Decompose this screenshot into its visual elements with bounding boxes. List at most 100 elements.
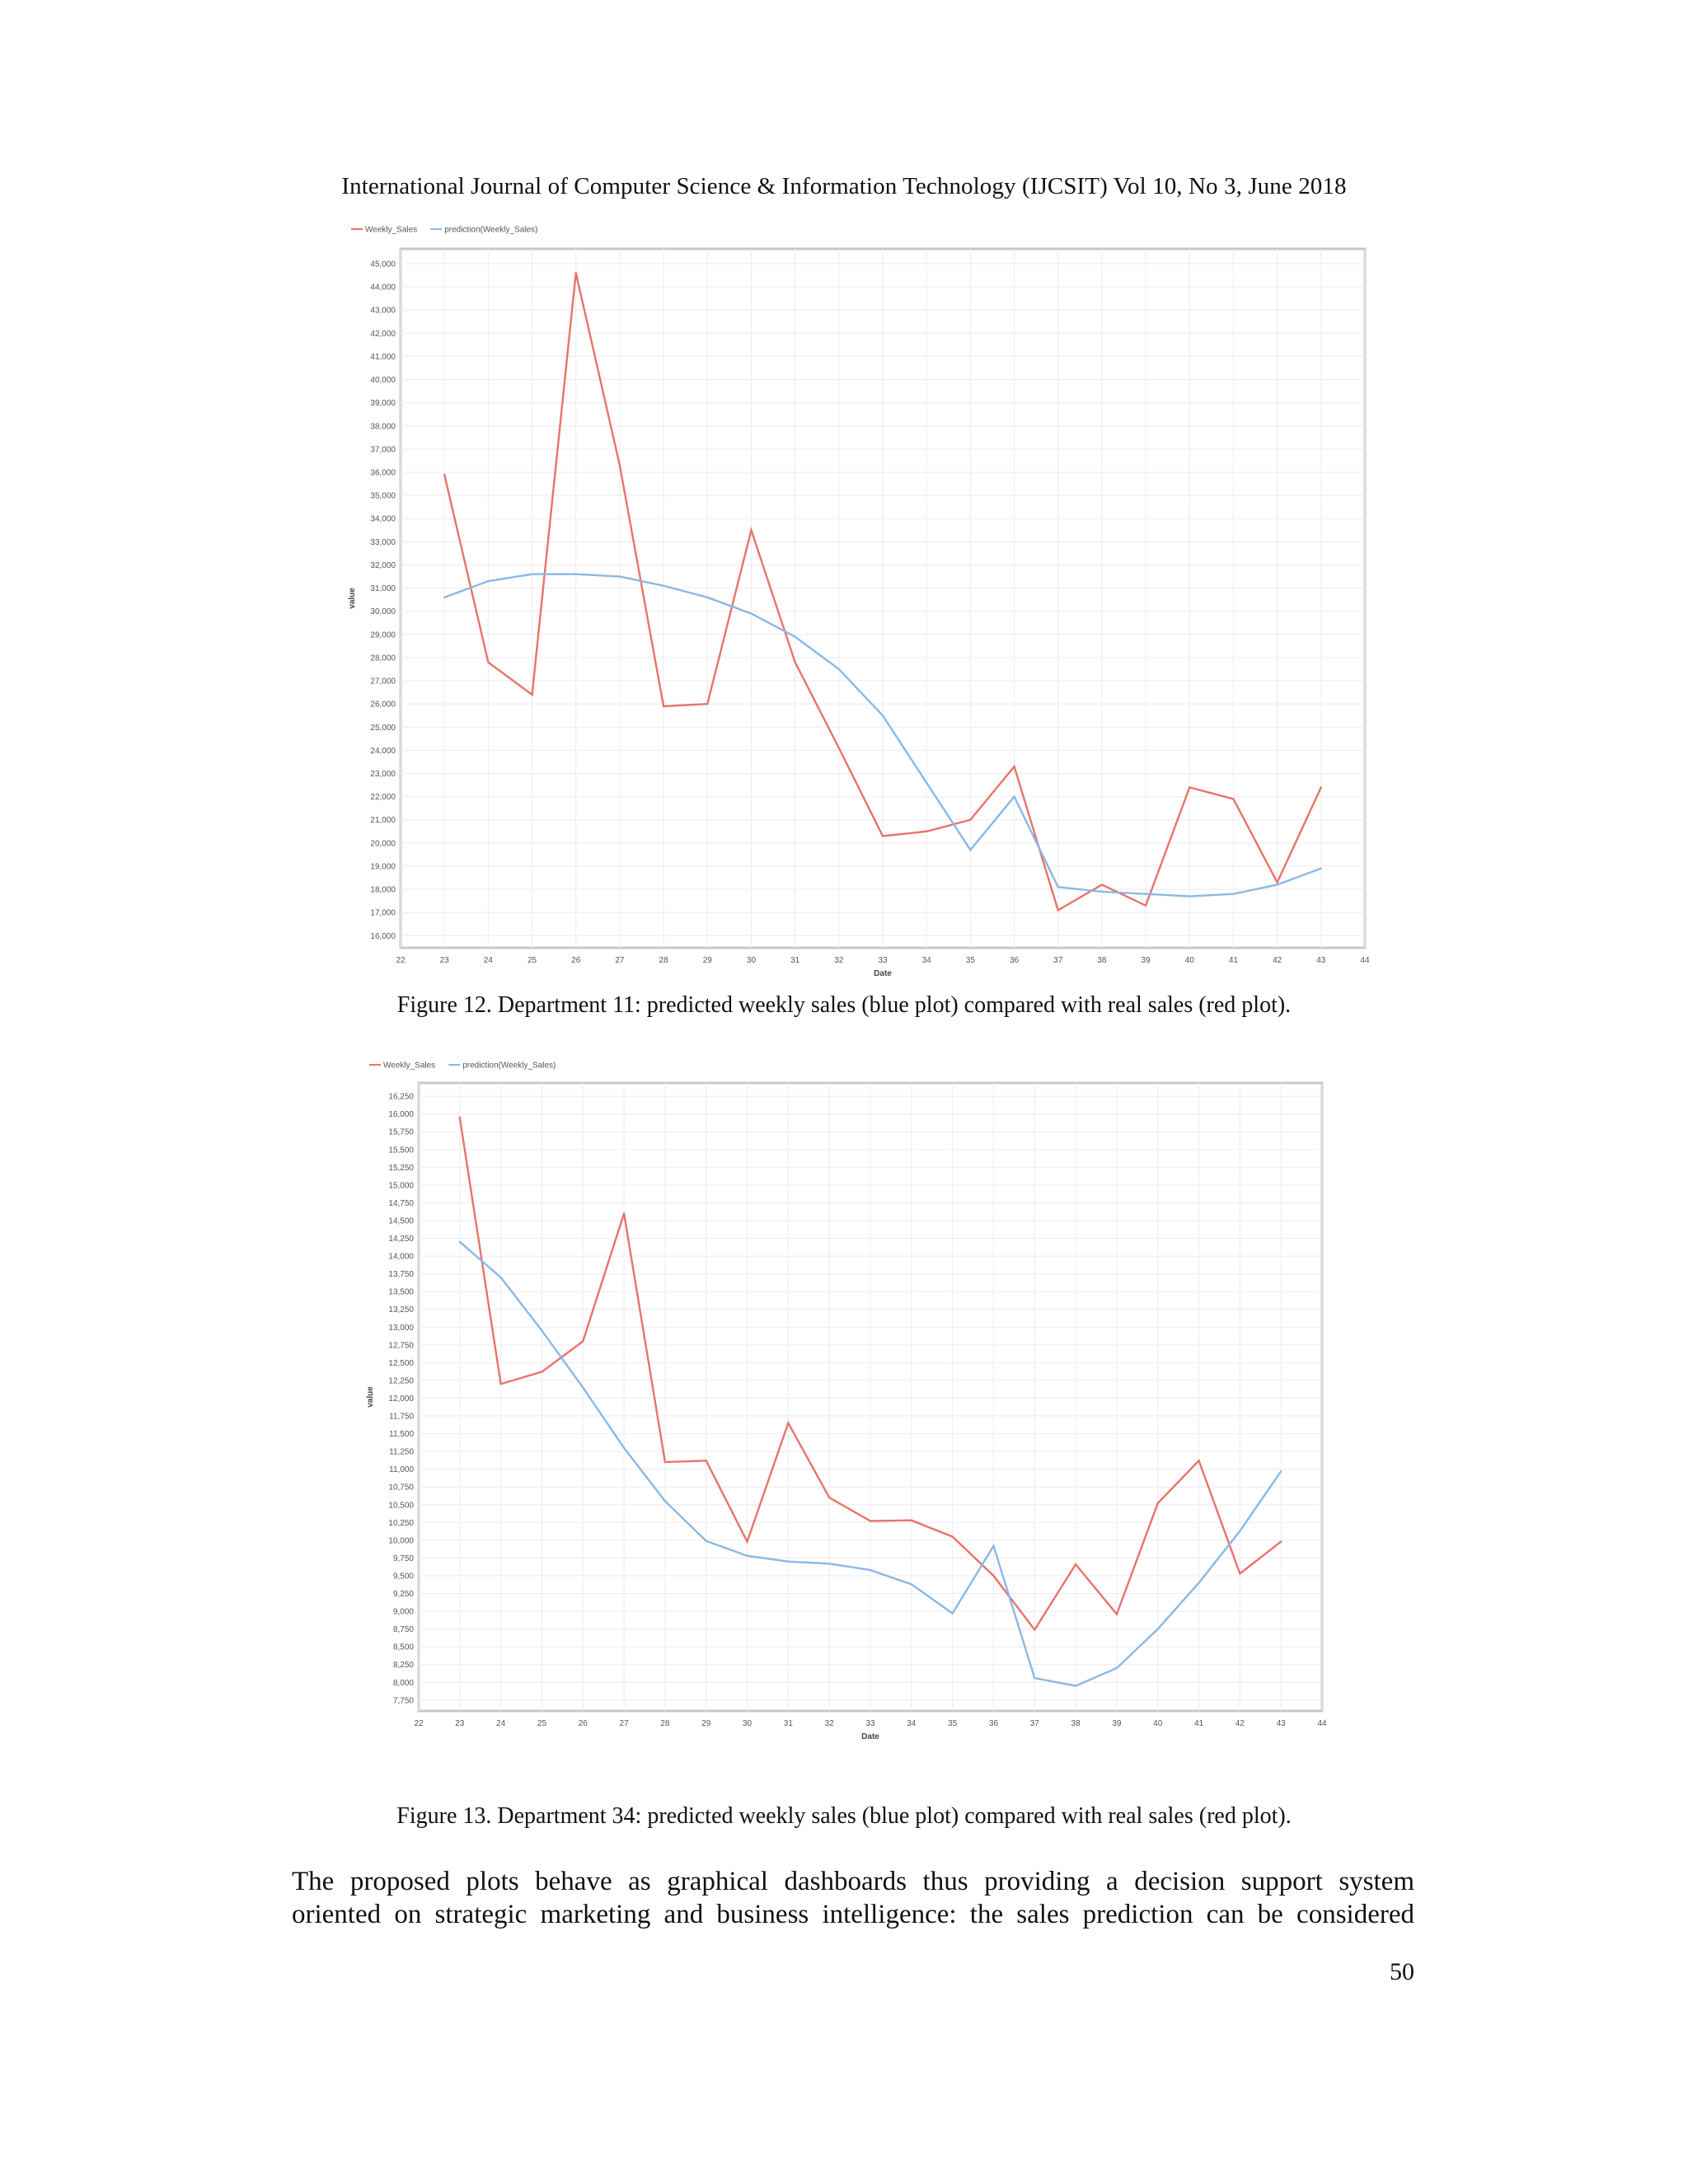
figure-13-chart: 7,750 8,000 8,250 8,500 8,750 9,000 9,250 9,500…: [366, 1062, 1327, 1742]
y-tick-label: 31,000: [370, 584, 396, 593]
x-tick-label: 38: [1071, 1719, 1081, 1728]
grid: [400, 249, 1366, 948]
data-point: [1100, 890, 1104, 893]
y-tick-label: 28,000: [370, 654, 396, 663]
y-tick-label: 30,000: [370, 607, 396, 616]
body-paragraph-line-1: The proposed plots behave as graphical d…: [292, 1867, 1414, 1896]
x-tick-label: 29: [703, 956, 713, 965]
x-tick-label: 24: [484, 956, 494, 965]
data-point: [925, 830, 928, 832]
y-tick-label: 27,000: [370, 677, 396, 687]
data-point: [1013, 765, 1015, 768]
y-axis-label: value: [348, 588, 357, 609]
data-point: [705, 1540, 707, 1542]
x-tick-label: 36: [989, 1719, 999, 1728]
data-point: [1144, 904, 1147, 907]
x-tick-label: 25: [537, 1719, 547, 1728]
y-tick-label: 8,750: [393, 1625, 414, 1634]
data-point: [881, 835, 884, 837]
y-tick-label: 12,500: [388, 1359, 414, 1368]
data-point: [910, 1519, 913, 1521]
x-tick-label: 30: [747, 956, 757, 965]
y-tick-label: 9,500: [393, 1572, 414, 1581]
body-paragraph-line-2: oriented on strategic marketing and busi…: [292, 1900, 1414, 1929]
data-point: [1320, 786, 1323, 789]
x-tick-label: 43: [1316, 956, 1326, 965]
data-point: [582, 1386, 584, 1389]
x-tick-label: 34: [922, 956, 932, 965]
x-tick-label: 28: [659, 956, 669, 965]
y-tick-label: 9,000: [393, 1608, 414, 1617]
y-tick-label: 16,250: [388, 1093, 414, 1102]
x-tick-label: 28: [660, 1719, 670, 1728]
x-tick-label: 40: [1185, 956, 1195, 965]
x-tick-label: 42: [1273, 956, 1282, 965]
y-tick-label: 11,000: [389, 1465, 414, 1474]
y-tick-label: 9,750: [393, 1554, 414, 1563]
x-tick-label: 25: [528, 956, 537, 965]
data-point: [499, 1383, 502, 1385]
x-tick-label: 40: [1153, 1719, 1163, 1728]
x-tick-label: 31: [790, 956, 800, 965]
data-point: [662, 705, 665, 708]
y-tick-label: 18,000: [370, 886, 396, 895]
data-point: [1013, 795, 1015, 798]
x-tick-label: 34: [907, 1719, 917, 1728]
x-tick-label: 22: [414, 1719, 424, 1728]
data-point: [746, 1540, 748, 1543]
legend-label-0: Weekly_Sales: [365, 226, 417, 235]
y-tick-label: 14,000: [388, 1253, 414, 1262]
y-tick-label: 16,000: [370, 932, 396, 941]
legend-label-1: prediction(Weekly_Sales): [462, 1062, 556, 1071]
y-tick-label: 14,750: [388, 1199, 414, 1208]
data-point: [662, 584, 665, 587]
data-point: [1198, 1582, 1200, 1584]
y-tick-label: 15,750: [388, 1128, 414, 1137]
y-tick-label: 32,000: [370, 561, 396, 570]
data-point: [1276, 881, 1278, 883]
x-tick-label: 26: [579, 1719, 588, 1728]
y-tick-label: 38,000: [370, 422, 396, 431]
y-tick-label: 12,750: [388, 1341, 414, 1350]
y-tick-label: 44,000: [370, 284, 396, 293]
x-tick-label: 22: [396, 956, 406, 965]
y-tick-label: 13,250: [388, 1305, 414, 1315]
data-point: [499, 1276, 502, 1279]
x-tick-label: 31: [784, 1719, 794, 1728]
data-point: [582, 1340, 584, 1343]
data-point: [951, 1612, 954, 1615]
data-point: [706, 596, 709, 599]
y-tick-label: 10,750: [388, 1483, 414, 1493]
x-tick-label: 39: [1112, 1719, 1122, 1728]
data-point: [541, 1371, 543, 1373]
x-tick-label: 43: [1277, 1719, 1287, 1728]
data-point: [1156, 1628, 1159, 1630]
x-tick-label: 32: [834, 956, 844, 965]
y-tick-label: 8,000: [393, 1679, 414, 1688]
data-point: [794, 635, 796, 638]
y-tick-label: 37,000: [370, 445, 396, 454]
y-tick-label: 42,000: [370, 330, 396, 339]
data-point: [787, 1560, 790, 1563]
y-tick-label: 45,000: [370, 260, 396, 269]
data-point: [1156, 1502, 1159, 1505]
y-tick-label: 33,000: [370, 538, 396, 547]
data-point: [1034, 1629, 1036, 1631]
data-point: [1074, 1685, 1077, 1687]
data-point: [574, 271, 577, 274]
data-point: [1232, 798, 1235, 800]
data-point: [1239, 1530, 1241, 1532]
data-point: [487, 579, 490, 583]
data-point: [1115, 1613, 1118, 1615]
x-tick-label: 35: [966, 956, 976, 965]
data-point: [663, 1460, 667, 1464]
y-tick-label: 13,000: [388, 1324, 414, 1333]
y-tick-label: 10,500: [388, 1501, 414, 1510]
data-point: [1189, 895, 1191, 898]
y-tick-label: 43,000: [370, 307, 396, 316]
data-point: [746, 1554, 748, 1558]
x-tick-label: 32: [825, 1719, 835, 1728]
data-point: [1057, 909, 1059, 912]
x-tick-label: 44: [1360, 956, 1370, 965]
y-tick-label: 13,750: [388, 1270, 414, 1279]
